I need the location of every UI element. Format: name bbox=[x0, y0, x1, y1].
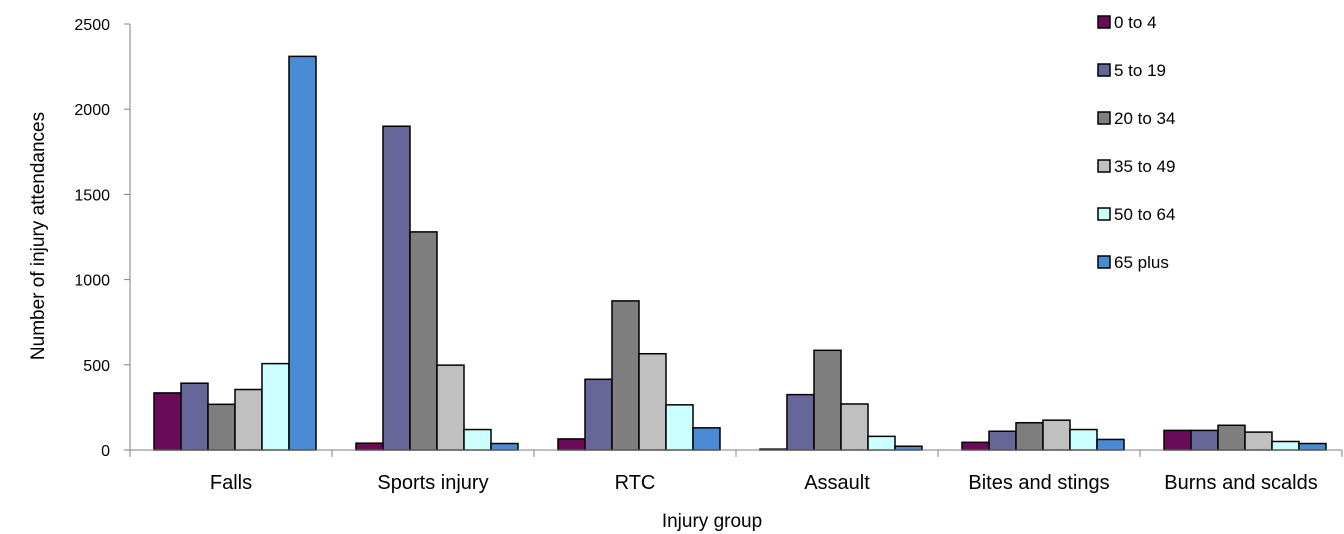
legend-swatch bbox=[1097, 255, 1111, 269]
legend: 0 to 4 5 to 19 20 to 34 35 to 49 50 to 64 65 … bbox=[1097, 13, 1175, 272]
bar bbox=[692, 427, 721, 451]
legend-label: 5 to 19 bbox=[1114, 61, 1166, 80]
bar bbox=[665, 404, 694, 451]
x-axis-tick-labels: Falls Sports injury RTC Assault Bites and st… bbox=[210, 472, 1318, 494]
x-tick-label: RTC bbox=[615, 472, 656, 494]
bar bbox=[1015, 421, 1044, 451]
bar bbox=[1069, 428, 1098, 451]
bar bbox=[1298, 442, 1327, 451]
bar bbox=[207, 403, 236, 451]
legend-label: 0 to 4 bbox=[1114, 13, 1157, 32]
bar bbox=[638, 352, 667, 451]
bar bbox=[355, 442, 384, 451]
bar bbox=[1190, 429, 1219, 451]
bar bbox=[288, 55, 317, 451]
bar bbox=[867, 435, 896, 451]
bar bbox=[1271, 440, 1300, 451]
bar bbox=[988, 430, 1017, 451]
bar bbox=[409, 231, 438, 451]
x-tick-label: Burns and scalds bbox=[1164, 472, 1317, 494]
bar bbox=[1096, 438, 1125, 451]
bar bbox=[436, 364, 465, 451]
bar bbox=[840, 403, 869, 451]
x-tick-label: Assault bbox=[804, 472, 870, 494]
bar bbox=[382, 125, 411, 451]
legend-label: 35 to 49 bbox=[1114, 157, 1175, 176]
y-tick-label: 1500 bbox=[74, 187, 110, 204]
legend-swatch bbox=[1097, 63, 1111, 77]
legend-swatch bbox=[1097, 15, 1111, 29]
y-tick-label: 1000 bbox=[74, 273, 110, 290]
x-axis-title: Injury group bbox=[662, 511, 762, 532]
legend-label: 50 to 64 bbox=[1114, 205, 1175, 224]
y-tick-label: 2000 bbox=[74, 102, 110, 119]
legend-swatch bbox=[1097, 111, 1111, 125]
bar bbox=[584, 378, 613, 451]
y-tick-label: 0 bbox=[101, 443, 110, 460]
y-axis-title: Number of injury attendances bbox=[28, 112, 49, 360]
bar bbox=[813, 349, 842, 451]
bar bbox=[1163, 429, 1192, 451]
legend-swatch bbox=[1097, 159, 1111, 173]
bar bbox=[961, 441, 990, 451]
x-tick-label: Bites and stings bbox=[968, 472, 1109, 494]
bar bbox=[611, 300, 640, 451]
bar bbox=[1244, 431, 1273, 451]
bar bbox=[557, 438, 586, 451]
x-tick-label: Falls bbox=[210, 472, 252, 494]
bar bbox=[1217, 424, 1246, 451]
y-tick-label: 2500 bbox=[74, 17, 110, 34]
y-tick-label: 500 bbox=[83, 358, 110, 375]
legend-label: 20 to 34 bbox=[1114, 109, 1175, 128]
bar bbox=[180, 382, 209, 451]
bar bbox=[463, 428, 492, 451]
bar bbox=[894, 445, 923, 451]
axes bbox=[129, 24, 1343, 457]
legend-swatch bbox=[1097, 207, 1111, 221]
x-tick-label: Sports injury bbox=[377, 472, 488, 494]
bar bbox=[1042, 419, 1071, 451]
bar bbox=[234, 388, 263, 451]
y-axis-ticks: 0 500 1000 1500 2000 2500 bbox=[74, 17, 130, 460]
bar bbox=[786, 393, 815, 451]
bar bbox=[153, 392, 182, 451]
bars bbox=[153, 55, 1327, 451]
bar bbox=[490, 442, 519, 451]
bar bbox=[261, 362, 290, 451]
legend-label: 65 plus bbox=[1114, 253, 1169, 272]
